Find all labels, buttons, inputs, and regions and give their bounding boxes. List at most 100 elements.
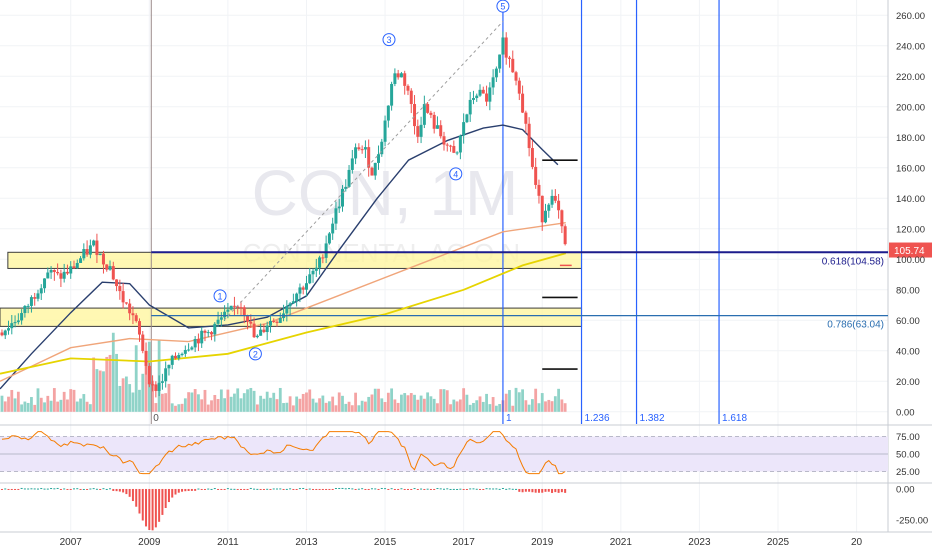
price-label-box bbox=[889, 242, 932, 258]
candle-body bbox=[521, 93, 525, 113]
volume-bar bbox=[43, 402, 46, 412]
candle-body bbox=[115, 279, 119, 287]
macd-histogram-bar bbox=[390, 488, 393, 490]
y-tick-label: 220.00 bbox=[896, 72, 925, 83]
volume-bar bbox=[183, 398, 187, 412]
volume-bar bbox=[26, 402, 30, 412]
volume-bar bbox=[305, 392, 308, 412]
macd-histogram-bar bbox=[148, 488, 151, 531]
x-tick-label: 2021 bbox=[610, 537, 633, 548]
candle-body bbox=[295, 293, 299, 302]
volume-bar bbox=[350, 405, 354, 412]
wave-trend-line bbox=[223, 21, 504, 321]
volume-bar bbox=[373, 388, 377, 412]
wave-label-circle bbox=[213, 289, 227, 303]
macd-histogram-bar bbox=[521, 488, 524, 493]
candle-body bbox=[458, 135, 462, 153]
candle-body bbox=[321, 257, 325, 259]
x-tick-label: 2019 bbox=[531, 537, 554, 548]
fib-time-extensions: 1 1.236 1.382 1.618 0 bbox=[150, 0, 748, 424]
macd-pane: 0.00 -250.00 bbox=[0, 484, 928, 531]
volume-bar bbox=[210, 400, 213, 412]
volume-bar bbox=[288, 396, 292, 412]
volume-bar bbox=[521, 389, 524, 412]
candle-body bbox=[141, 334, 145, 351]
macd-histogram-bar bbox=[230, 488, 233, 490]
macd-tick-label: -250.00 bbox=[896, 516, 928, 527]
macd-histogram-bar bbox=[328, 488, 331, 490]
macd-histogram-bar bbox=[462, 488, 465, 490]
candle-body bbox=[275, 321, 279, 323]
macd-histogram-bar bbox=[33, 488, 36, 490]
rsi-pane: 75.00 50.00 25.00 bbox=[0, 431, 920, 478]
candle-body bbox=[190, 347, 194, 350]
candle-body bbox=[429, 112, 433, 115]
x-tick-label: 2015 bbox=[374, 537, 397, 548]
volume-bar bbox=[485, 393, 488, 412]
candle-body bbox=[399, 73, 403, 78]
candle-body bbox=[324, 243, 328, 258]
y-tick-label: 240.00 bbox=[896, 41, 925, 52]
candle-body bbox=[449, 145, 453, 147]
macd-histogram-bar bbox=[253, 488, 256, 490]
candle-body bbox=[16, 320, 20, 323]
macd-histogram-bar bbox=[63, 488, 66, 490]
volume-bar bbox=[246, 389, 249, 412]
macd-histogram-bar bbox=[564, 488, 567, 493]
macd-histogram-bar bbox=[426, 488, 429, 490]
candle-body bbox=[272, 320, 276, 322]
fib-level-label: 0.618(104.58) bbox=[822, 256, 884, 267]
macd-histogram-bar bbox=[361, 488, 364, 490]
fib-level-label: 0.786(63.04) bbox=[827, 320, 884, 331]
macd-histogram-bar bbox=[433, 488, 436, 490]
volume-bar bbox=[131, 392, 135, 412]
candle-body bbox=[507, 57, 511, 59]
macd-histogram-bar bbox=[534, 488, 537, 493]
macd-histogram-bar bbox=[282, 488, 285, 490]
macd-histogram-bar bbox=[194, 488, 197, 491]
macd-histogram-bar bbox=[488, 488, 491, 490]
volume-bar bbox=[445, 390, 449, 412]
volume-bar bbox=[10, 389, 14, 412]
volume-bar bbox=[128, 384, 132, 412]
volume-bar bbox=[413, 394, 416, 412]
macd-histogram-bar bbox=[387, 488, 390, 490]
candle-body bbox=[249, 321, 253, 324]
candle-body bbox=[82, 249, 86, 259]
macd-histogram-bar bbox=[4, 488, 7, 490]
volume-bar bbox=[390, 388, 394, 412]
macd-histogram-bar bbox=[551, 488, 554, 493]
candle-body bbox=[36, 293, 40, 299]
x-tick-label: 2011 bbox=[217, 537, 239, 548]
macd-histogram-bar bbox=[66, 488, 69, 490]
candle-body bbox=[33, 297, 37, 299]
volume-bar bbox=[560, 399, 564, 412]
candle-body bbox=[144, 350, 148, 366]
macd-histogram-bar bbox=[89, 488, 92, 490]
volume-bar bbox=[557, 388, 561, 412]
macd-histogram-bar bbox=[505, 488, 508, 490]
macd-histogram-bar bbox=[10, 488, 13, 490]
macd-histogram-bar bbox=[370, 488, 373, 490]
volume-bar bbox=[118, 385, 122, 412]
macd-histogram-bar bbox=[295, 488, 298, 490]
candle-body bbox=[291, 301, 295, 304]
volume-bars bbox=[0, 332, 567, 412]
candle-body bbox=[511, 58, 515, 73]
macd-histogram-bar bbox=[14, 488, 17, 490]
macd-histogram-bar bbox=[239, 488, 242, 490]
volume-bar bbox=[170, 403, 174, 412]
candle-body bbox=[557, 200, 561, 211]
macd-histogram-bar bbox=[236, 488, 239, 490]
macd-histogram-bar bbox=[69, 488, 72, 490]
volume-bar bbox=[416, 399, 420, 412]
candle-body bbox=[481, 89, 485, 94]
fib-time-label: 1.382 bbox=[640, 413, 665, 424]
volume-bar bbox=[75, 401, 79, 412]
volume-bar bbox=[190, 392, 194, 412]
macd-histogram-bar bbox=[377, 488, 380, 490]
volume-bar bbox=[92, 357, 96, 412]
y-tick-label: 0.00 bbox=[896, 407, 915, 418]
volume-bar bbox=[514, 387, 518, 412]
